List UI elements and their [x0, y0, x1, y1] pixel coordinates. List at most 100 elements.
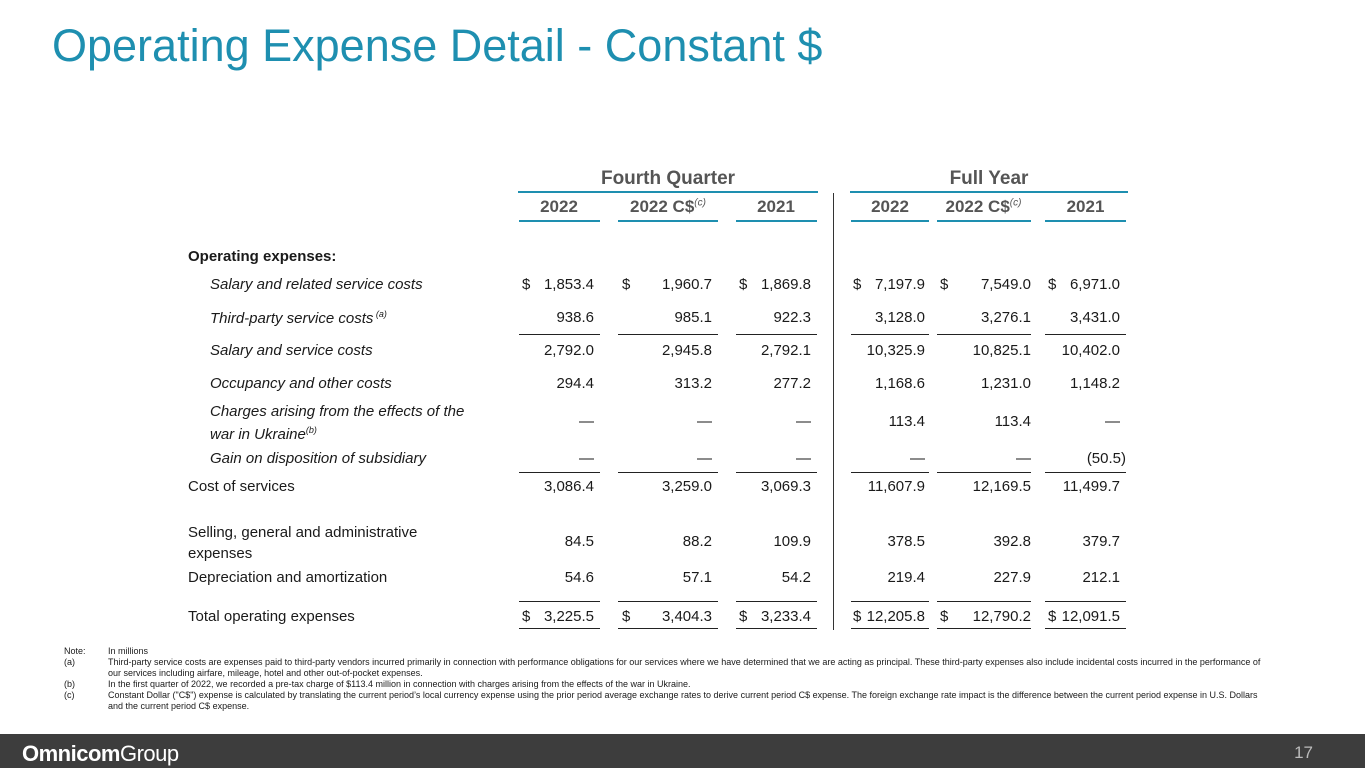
rule-line — [1045, 334, 1126, 335]
table-cell: 12,790.2 — [972, 608, 1031, 625]
col-header-q4-2021: 2021 — [757, 197, 795, 216]
dollar-sign: $ — [1048, 276, 1057, 293]
rule-line — [851, 334, 929, 335]
footnotes: Note: In millions (a) Third-party service … — [64, 646, 1274, 712]
col-underline — [519, 220, 600, 222]
note-row: (b) In the first quarter of 2022, we reco… — [64, 679, 691, 689]
rule-line — [851, 601, 929, 602]
dollar-sign: $ — [940, 276, 949, 293]
rule-line — [937, 472, 1031, 473]
table-cell: 12,205.8 — [866, 608, 925, 625]
table-cell: 2,945.8 — [661, 342, 712, 359]
table-cell: 2,792.1 — [760, 342, 811, 359]
company-logo: OmnicomGroup — [22, 741, 179, 766]
table-cell: 378.5 — [887, 533, 925, 550]
dollar-sign: $ — [739, 276, 748, 293]
dollar-sign: $ — [940, 608, 949, 625]
col-header-fy-2022: 2022 — [871, 197, 909, 216]
dollar-sign: $ — [853, 276, 862, 293]
table-cell: 277.2 — [773, 375, 811, 392]
rule-line — [618, 628, 718, 629]
group-underline-full-year — [850, 191, 1128, 193]
row-label-salary-service: Salary and service costs — [210, 342, 373, 359]
section-header: Operating expenses: — [188, 248, 337, 265]
table-cell: 84.5 — [564, 533, 594, 550]
table-cell: 88.2 — [682, 533, 712, 550]
table-cell: 379.7 — [1082, 533, 1120, 550]
table-cell: 3,086.4 — [543, 478, 594, 495]
table-cell: 6,971.0 — [1069, 276, 1120, 293]
table-cell: 3,276.1 — [980, 309, 1031, 326]
footer-bar — [0, 734, 1365, 768]
table-cell: 294.4 — [556, 375, 594, 392]
rule-line — [519, 334, 600, 335]
rule-line — [1045, 628, 1126, 629]
table-cell: 212.1 — [1082, 569, 1120, 586]
dollar-sign: $ — [853, 608, 862, 625]
rule-line — [736, 472, 817, 473]
col-underline — [937, 220, 1031, 222]
table-cell: 3,069.3 — [760, 478, 811, 495]
row-label-gain-disposition: Gain on disposition of subsidiary — [210, 450, 426, 467]
note-row: (a) Third-party service costs are expense… — [64, 657, 1261, 678]
table-cell: 10,825.1 — [972, 342, 1031, 359]
row-label-ukraine-charges: Charges arising from the effects of the w… — [210, 403, 465, 443]
table-cell: 2,792.0 — [543, 342, 594, 359]
col-header-q4-2022: 2022 — [540, 197, 578, 216]
table-cell: 10,325.9 — [866, 342, 925, 359]
table-cell: 3,404.3 — [661, 608, 712, 625]
row-label-third-party: Third-party service costs (a) — [210, 309, 387, 327]
col-underline — [851, 220, 929, 222]
table-cell: 1,853.4 — [543, 276, 594, 293]
table-cell: 227.9 — [993, 569, 1031, 586]
table-cell: — — [1016, 450, 1031, 467]
rule-line — [937, 334, 1031, 335]
table-cell: 1,168.6 — [874, 375, 925, 392]
group-underline-fourth-quarter — [518, 191, 818, 193]
dollar-sign: $ — [622, 276, 631, 293]
table-cell: 3,259.0 — [661, 478, 712, 495]
rule-line — [851, 472, 929, 473]
table-cell: 1,960.7 — [661, 276, 712, 293]
rule-line — [736, 628, 817, 629]
page-title: Operating Expense Detail - Constant $ — [52, 20, 823, 71]
table-cell: 10,402.0 — [1061, 342, 1120, 359]
rule-line — [519, 472, 600, 473]
table-cell: 12,091.5 — [1061, 608, 1120, 625]
table-cell: 313.2 — [674, 375, 712, 392]
table-cell: 3,233.4 — [760, 608, 811, 625]
rule-line — [618, 472, 718, 473]
dollar-sign: $ — [1048, 608, 1057, 625]
dollar-sign: $ — [739, 608, 748, 625]
table-cell: — — [697, 413, 712, 430]
col-header-fy-2022-cs: 2022 C$(c) — [945, 197, 1022, 216]
table-cell: — — [579, 413, 594, 430]
dollar-sign: $ — [522, 608, 531, 625]
row-label-depreciation: Depreciation and amortization — [188, 569, 388, 586]
rule-line — [736, 601, 817, 602]
table-cell: 219.4 — [887, 569, 925, 586]
table-cell: 7,549.0 — [980, 276, 1031, 293]
row-label-occupancy: Occupancy and other costs — [210, 375, 392, 392]
group-header-full-year: Full Year — [949, 168, 1029, 189]
table-cell: 7,197.9 — [874, 276, 925, 293]
period-divider — [833, 193, 834, 630]
table-cell: — — [796, 450, 811, 467]
table-cell: 113.4 — [888, 413, 925, 430]
page-number: 17 — [1294, 743, 1313, 762]
table-cell: 3,431.0 — [1069, 309, 1120, 326]
group-header-fourth-quarter: Fourth Quarter — [600, 168, 736, 189]
table-cell: 985.1 — [674, 309, 712, 326]
rule-line — [1045, 601, 1126, 602]
table-cell: 54.6 — [564, 569, 594, 586]
rule-line — [736, 334, 817, 335]
table-cell: 109.9 — [773, 533, 811, 550]
table-cell: 938.6 — [556, 309, 594, 326]
table-cell: 3,128.0 — [874, 309, 925, 326]
col-underline — [1045, 220, 1126, 222]
rule-line — [618, 601, 718, 602]
rule-line — [519, 628, 600, 629]
table-cell: 113.4 — [994, 413, 1031, 430]
rule-line — [1045, 472, 1126, 473]
rule-line — [519, 601, 600, 602]
